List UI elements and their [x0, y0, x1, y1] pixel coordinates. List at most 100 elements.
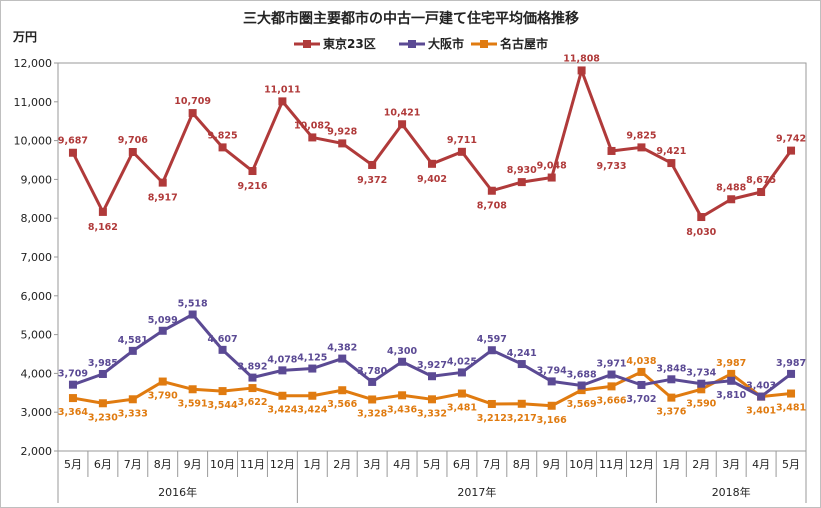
data-label: 3,166 [537, 415, 567, 426]
x-tick-label: 6月 [94, 458, 112, 471]
data-point [457, 368, 466, 377]
data-label: 3,780 [357, 366, 387, 377]
y-tick-label: 3,000 [21, 406, 53, 419]
y-tick-label: 5,000 [21, 329, 53, 342]
y-axis-unit: 万円 [12, 30, 37, 44]
data-label: 3,987 [776, 358, 806, 369]
data-label: 3,709 [58, 369, 88, 380]
data-point [68, 380, 77, 389]
data-point [637, 380, 646, 389]
series-line [72, 313, 792, 399]
data-point [68, 148, 77, 157]
data-label: 8,488 [716, 182, 746, 193]
data-label: 9,048 [537, 161, 567, 172]
data-point [128, 346, 137, 355]
data-label: 3,212 [477, 413, 507, 424]
x-tick-label: 7月 [483, 458, 501, 471]
data-point [368, 377, 377, 386]
data-label: 3,848 [656, 363, 686, 374]
legend-marker [480, 40, 488, 48]
data-label: 9,372 [357, 175, 387, 186]
year-label: 2016年 [158, 485, 197, 499]
data-label: 3,591 [178, 398, 208, 409]
year-label: 2017年 [457, 485, 496, 499]
data-point [128, 148, 137, 157]
x-tick-label: 10月 [210, 458, 235, 471]
x-tick-label: 5月 [423, 458, 441, 471]
data-label: 4,241 [507, 348, 537, 359]
data-label: 3,328 [357, 408, 387, 419]
data-label: 3,217 [507, 413, 537, 424]
data-point [278, 366, 287, 375]
data-label: 9,706 [118, 135, 148, 146]
data-label: 9,742 [776, 134, 806, 145]
x-tick-label: 1月 [662, 458, 680, 471]
data-label: 4,382 [327, 343, 357, 354]
data-label: 8,675 [746, 175, 776, 186]
data-label: 3,702 [626, 394, 656, 405]
data-point [637, 143, 646, 152]
data-label: 3,481 [776, 403, 806, 414]
x-tick-label: 10月 [569, 458, 594, 471]
x-tick-label: 9月 [543, 458, 561, 471]
data-point [158, 326, 167, 335]
data-point [428, 159, 436, 168]
data-label: 3,892 [237, 362, 267, 373]
data-point [637, 367, 646, 376]
legend: 東京23区 大阪市 名古屋市 [294, 36, 548, 51]
data-label: 4,025 [447, 356, 477, 367]
data-label: 4,300 [387, 346, 417, 357]
data-label: 3,332 [417, 408, 447, 419]
x-tick-label: 3月 [363, 458, 381, 471]
data-label: 3,333 [118, 408, 148, 419]
data-point [487, 346, 496, 355]
data-label: 5,099 [148, 315, 178, 326]
year-label: 2018年 [712, 485, 751, 499]
data-label: 3,987 [716, 358, 746, 369]
data-point [517, 360, 526, 369]
data-point [667, 393, 676, 402]
data-point [188, 385, 197, 394]
data-point [68, 394, 77, 403]
data-point [368, 160, 377, 169]
data-label: 8,162 [88, 222, 118, 233]
data-point [607, 146, 616, 155]
data-label: 3,566 [327, 399, 357, 410]
data-label: 3,790 [148, 391, 178, 402]
y-tick-label: 12,000 [14, 57, 53, 70]
data-label: 9,216 [237, 181, 267, 192]
legend-marker [303, 40, 311, 48]
data-label: 3,810 [716, 390, 746, 401]
data-point [218, 345, 227, 354]
data-label: 4,038 [626, 356, 656, 367]
data-point [697, 379, 706, 388]
x-tick-label: 4月 [393, 458, 411, 471]
data-point [248, 384, 257, 393]
data-point [577, 381, 586, 390]
data-label: 3,424 [267, 405, 297, 416]
data-point [338, 386, 347, 395]
data-label: 3,401 [746, 406, 776, 417]
data-point [727, 376, 736, 385]
data-point [487, 186, 496, 195]
data-label: 3,481 [447, 403, 477, 414]
data-point [487, 399, 496, 408]
legend-marker [408, 40, 416, 48]
x-tick-label: 9月 [184, 458, 202, 471]
x-tick-label: 2月 [333, 458, 351, 471]
y-tick-label: 10,000 [14, 135, 53, 148]
x-tick-label: 12月 [629, 458, 654, 471]
data-label: 3,734 [686, 368, 716, 379]
x-axis: 5月 6月 7月 8月 9月 10月 11月 12月 1月 2月 3月 4月 5月 6月 7月 8月 9月 10月… [57, 451, 807, 503]
data-point [278, 97, 287, 106]
data-point [188, 109, 197, 118]
y-tick-label: 7,000 [21, 251, 53, 264]
data-label: 3,971 [596, 359, 626, 370]
data-label: 3,590 [686, 398, 716, 409]
x-tick-label: 7月 [124, 458, 142, 471]
data-point [547, 377, 556, 386]
data-point [757, 392, 766, 401]
data-point [308, 391, 317, 400]
data-point [398, 120, 407, 129]
